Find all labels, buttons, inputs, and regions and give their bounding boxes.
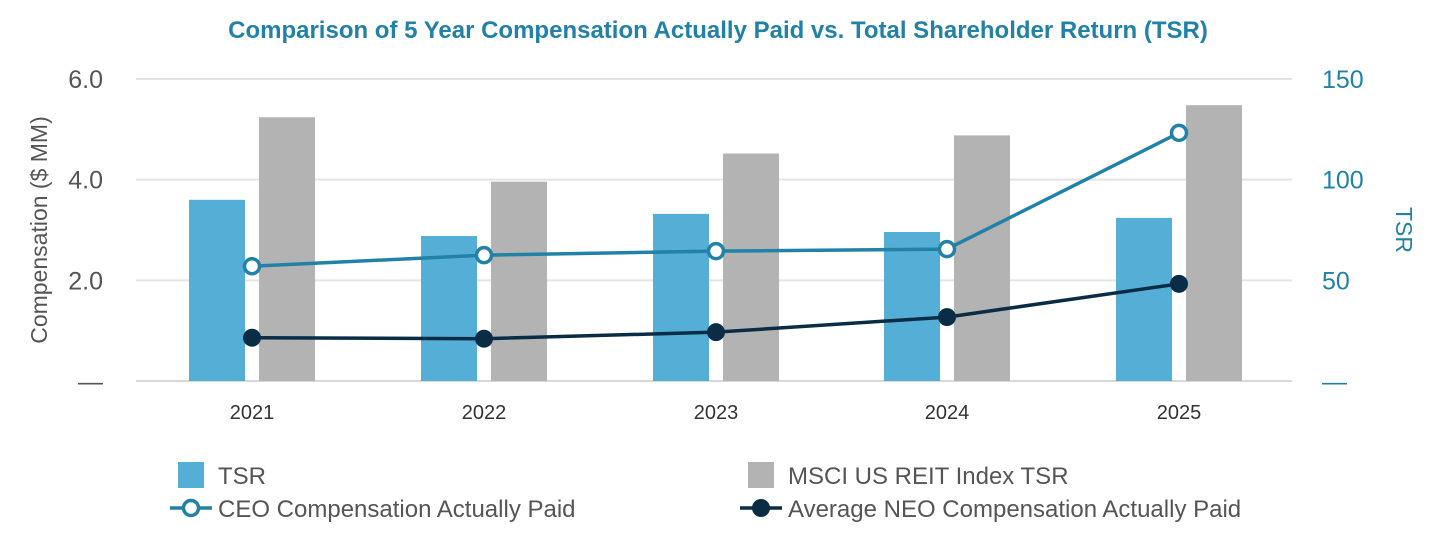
y-left-tick-label: 4.0 bbox=[68, 167, 103, 195]
x-tick-label: 2024 bbox=[925, 402, 970, 424]
bar-msci-reit-tsr bbox=[259, 117, 315, 382]
bar-msci-reit-tsr bbox=[491, 181, 547, 381]
legend: TSR MSCI US REIT Index TSR CEO Compensatio… bbox=[170, 462, 1241, 523]
legend-label-neo-cap: Average NEO Compensation Actually Paid bbox=[788, 496, 1241, 523]
y-right-axis-label: TSR bbox=[1391, 207, 1417, 253]
point-neo-cap bbox=[243, 328, 261, 347]
y-right-tick-label: 50 bbox=[1322, 267, 1350, 295]
y-left-tick-label: 6.0 bbox=[68, 66, 103, 94]
point-neo-cap bbox=[1170, 274, 1188, 293]
x-tick-label: 2023 bbox=[694, 402, 739, 424]
axes-layer: — 2.0 4.0 6.0 — 50 100 150 2021 2022 2023 2024 2025 bbox=[68, 66, 1363, 424]
x-tick-label: 2025 bbox=[1157, 402, 1202, 424]
y-right-tick-label: 100 bbox=[1322, 167, 1364, 195]
x-tick-label: 2022 bbox=[462, 402, 507, 424]
x-tick-label: 2021 bbox=[230, 402, 275, 424]
legend-marker-ceo-cap bbox=[181, 498, 201, 518]
point-neo-cap bbox=[938, 308, 956, 327]
bar-msci-reit-tsr bbox=[954, 135, 1010, 381]
bar-tsr bbox=[421, 236, 477, 381]
point-ceo-cap bbox=[474, 245, 494, 265]
y-left-tick-label: 2.0 bbox=[68, 267, 103, 295]
bar-msci-reit-tsr bbox=[1186, 105, 1242, 381]
point-ceo-cap bbox=[706, 241, 726, 261]
point-neo-cap bbox=[475, 329, 493, 348]
y-right-tick-label: 150 bbox=[1322, 66, 1364, 94]
legend-swatch-msci-reit-tsr bbox=[748, 462, 774, 488]
legend-label-msci-reit-tsr: MSCI US REIT Index TSR bbox=[788, 463, 1069, 490]
y-right-tick-label: — bbox=[1322, 368, 1347, 396]
marker-layer bbox=[242, 123, 1189, 348]
point-ceo-cap bbox=[1169, 123, 1189, 143]
legend-label-ceo-cap: CEO Compensation Actually Paid bbox=[218, 496, 576, 523]
chart-title: Comparison of 5 Year Compensation Actual… bbox=[228, 17, 1208, 44]
point-ceo-cap bbox=[937, 239, 957, 259]
bar-msci-reit-tsr bbox=[723, 153, 779, 381]
y-left-axis-label: Compensation ($ MM) bbox=[26, 116, 52, 344]
legend-label-tsr: TSR bbox=[218, 463, 266, 490]
y-left-tick-label: — bbox=[78, 368, 103, 396]
line-layer bbox=[251, 131, 1180, 341]
point-neo-cap bbox=[707, 323, 725, 342]
bar-tsr bbox=[189, 199, 245, 381]
grid-lines bbox=[136, 78, 1292, 382]
bar-tsr bbox=[1116, 217, 1172, 381]
legend-swatch-tsr bbox=[178, 462, 204, 488]
bar-tsr bbox=[884, 232, 940, 381]
legend-marker-neo-cap bbox=[752, 499, 770, 517]
point-ceo-cap bbox=[242, 256, 262, 276]
bar-tsr bbox=[653, 213, 709, 381]
